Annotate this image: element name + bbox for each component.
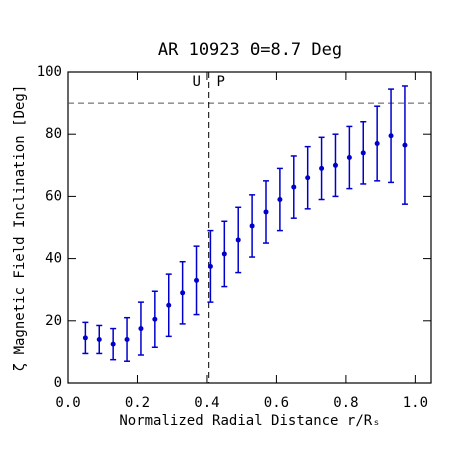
data-point bbox=[346, 155, 352, 161]
data-point bbox=[402, 142, 408, 148]
data-point bbox=[235, 237, 241, 243]
data-point bbox=[124, 336, 130, 342]
x-axis-label: Normalized Radial Distance r/Rₛ bbox=[119, 413, 380, 429]
y-tick-label: 100 bbox=[37, 64, 62, 80]
data-point bbox=[291, 184, 297, 190]
x-tick-label: 0.4 bbox=[194, 395, 219, 411]
chart-title: AR 10923 Θ=8.7 Deg bbox=[158, 40, 342, 60]
y-tick-label: 0 bbox=[54, 375, 62, 391]
x-tick-label: 0.0 bbox=[55, 395, 80, 411]
data-point bbox=[319, 165, 325, 171]
data-point bbox=[360, 150, 366, 156]
plot-frame bbox=[67, 71, 432, 384]
x-tick-label: 0.6 bbox=[264, 395, 289, 411]
data-point bbox=[138, 326, 144, 332]
data-point bbox=[305, 175, 311, 181]
data-point bbox=[207, 263, 213, 269]
data-point bbox=[194, 277, 200, 283]
y-tick-label: 20 bbox=[45, 313, 62, 329]
data-point bbox=[263, 209, 269, 215]
data-point bbox=[277, 197, 283, 203]
x-tick-label: 0.2 bbox=[125, 395, 150, 411]
data-point bbox=[180, 290, 186, 296]
x-tick-label: 1.0 bbox=[403, 395, 428, 411]
y-tick-label: 80 bbox=[45, 126, 62, 142]
data-point bbox=[374, 141, 380, 147]
data-point bbox=[82, 335, 88, 341]
y-tick-label: 60 bbox=[45, 188, 62, 204]
data-point bbox=[166, 302, 172, 308]
data-point bbox=[332, 162, 338, 168]
data-point bbox=[221, 251, 227, 257]
data-point bbox=[110, 341, 116, 347]
data-point bbox=[152, 316, 158, 322]
y-tick-label: 40 bbox=[45, 251, 62, 267]
data-point bbox=[96, 336, 102, 342]
data-point bbox=[388, 133, 394, 139]
annotation: U bbox=[192, 74, 200, 90]
annotation: P bbox=[216, 74, 224, 90]
x-tick-label: 0.8 bbox=[333, 395, 358, 411]
data-point bbox=[249, 223, 255, 229]
y-axis-label: ζ Magnetic Field Inclination [Deg] bbox=[12, 85, 28, 372]
